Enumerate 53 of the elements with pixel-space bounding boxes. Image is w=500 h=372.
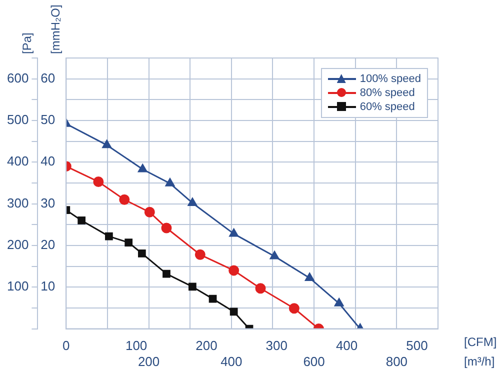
point [138, 164, 148, 172]
point [230, 308, 238, 316]
y-tick-label: 100 [6, 278, 29, 294]
y-tick-label: 500 [6, 112, 29, 128]
point [194, 249, 206, 260]
point [208, 294, 217, 303]
x2-tick-label: 600 [303, 354, 325, 369]
y2-tick-label: 60 [40, 70, 56, 86]
point [188, 282, 196, 291]
x2-axis-title: [m³/h] [464, 354, 495, 369]
point [105, 232, 113, 240]
point [161, 222, 172, 234]
point [228, 265, 240, 276]
point [255, 283, 266, 294]
point [188, 198, 198, 206]
point [162, 270, 170, 278]
y-tick-label: 400 [6, 154, 29, 169]
point [229, 228, 238, 237]
point [93, 176, 104, 187]
legend-label: 80% speed [360, 87, 415, 99]
y2-tick-label: 30 [40, 195, 56, 210]
point [124, 238, 133, 246]
x2-tick-label: 200 [138, 354, 160, 369]
point [270, 251, 280, 260]
x-tick-label: 500 [406, 338, 428, 354]
x-tick-label: 400 [336, 338, 358, 354]
y-tick-label: 600 [6, 70, 29, 86]
x-tick-label: 100 [125, 338, 148, 354]
point [334, 298, 344, 306]
point [119, 194, 130, 205]
point [304, 272, 314, 281]
y2-tick-label: 10 [40, 278, 56, 294]
legend-label: 100% speed [360, 73, 421, 85]
point [165, 178, 175, 186]
y2-tick-label: 50 [40, 112, 56, 128]
y2-tick-label: 20 [40, 237, 56, 252]
x-tick-label: 300 [266, 338, 288, 354]
x-axis-title: [CFM] [464, 334, 497, 349]
x-tick-label: 200 [196, 338, 218, 354]
point [138, 249, 146, 258]
y-tick-label: 300 [6, 195, 29, 210]
point [102, 140, 112, 148]
y2-axis-title: [mmH₂O] [48, 4, 62, 54]
point [144, 206, 155, 218]
x-tick-label: 0 [62, 338, 70, 354]
legend-label: 60% speed [360, 101, 415, 113]
y-axis-title: [Pa] [20, 32, 34, 54]
x2-tick-label: 400 [220, 354, 242, 369]
point [288, 303, 300, 314]
y-tick-label: 200 [6, 237, 29, 252]
point [78, 216, 86, 224]
y2-tick-label: 40 [40, 154, 56, 169]
x2-tick-label: 800 [386, 354, 408, 369]
